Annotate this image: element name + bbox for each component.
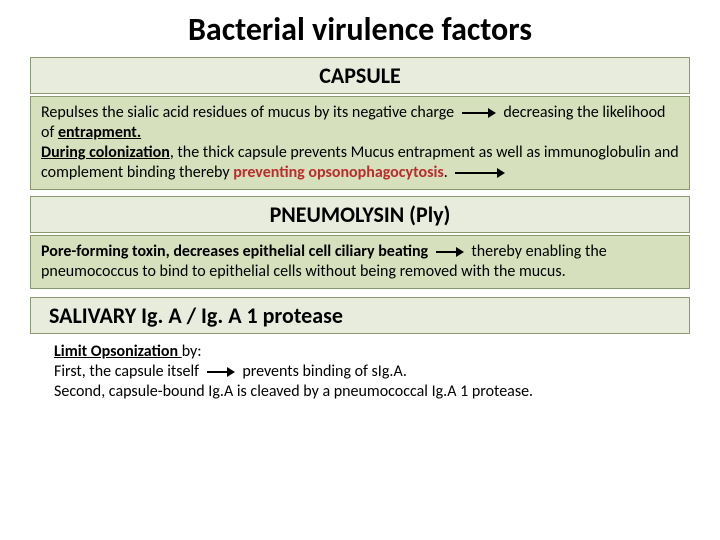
arrow-icon [436, 246, 464, 258]
section-header-capsule: CAPSULE [30, 57, 690, 94]
text: prevents binding of sIg.A. [242, 362, 407, 381]
text: First, the capsule itself [54, 362, 199, 381]
arrow-icon [455, 167, 505, 179]
text-bold: Pore-forming toxin, decreases epithelial… [41, 242, 428, 261]
slide: Bacterial virulence factors CAPSULE Repu… [0, 0, 720, 540]
section-content-capsule: Repulses the sialic acid residues of muc… [30, 96, 690, 190]
text-emphasis: Limit Opsonization [54, 342, 182, 361]
page-title: Bacterial virulence factors [20, 10, 700, 49]
text: Repulses the sialic acid residues of muc… [41, 103, 454, 122]
text: Second, capsule-bound Ig.A is cleaved by… [54, 382, 533, 401]
text-emphasis: During colonization [41, 143, 170, 162]
arrow-icon [207, 366, 235, 378]
section-header-pneumolysin: PNEUMOLYSIN (Ply) [30, 196, 690, 233]
section-header-salivary: SALIVARY Ig. A / Ig. A 1 protease [30, 297, 690, 334]
text-red: preventing opsonophagocytosis [233, 163, 444, 182]
arrow-icon [462, 107, 496, 119]
text: . [444, 163, 448, 182]
section-content-pneumolysin: Pore-forming toxin, decreases epithelial… [30, 235, 690, 289]
text: by: [182, 342, 202, 361]
section-content-salivary: Limit Opsonization by: First, the capsul… [30, 336, 690, 408]
text-emphasis: entrapment. [58, 123, 141, 142]
